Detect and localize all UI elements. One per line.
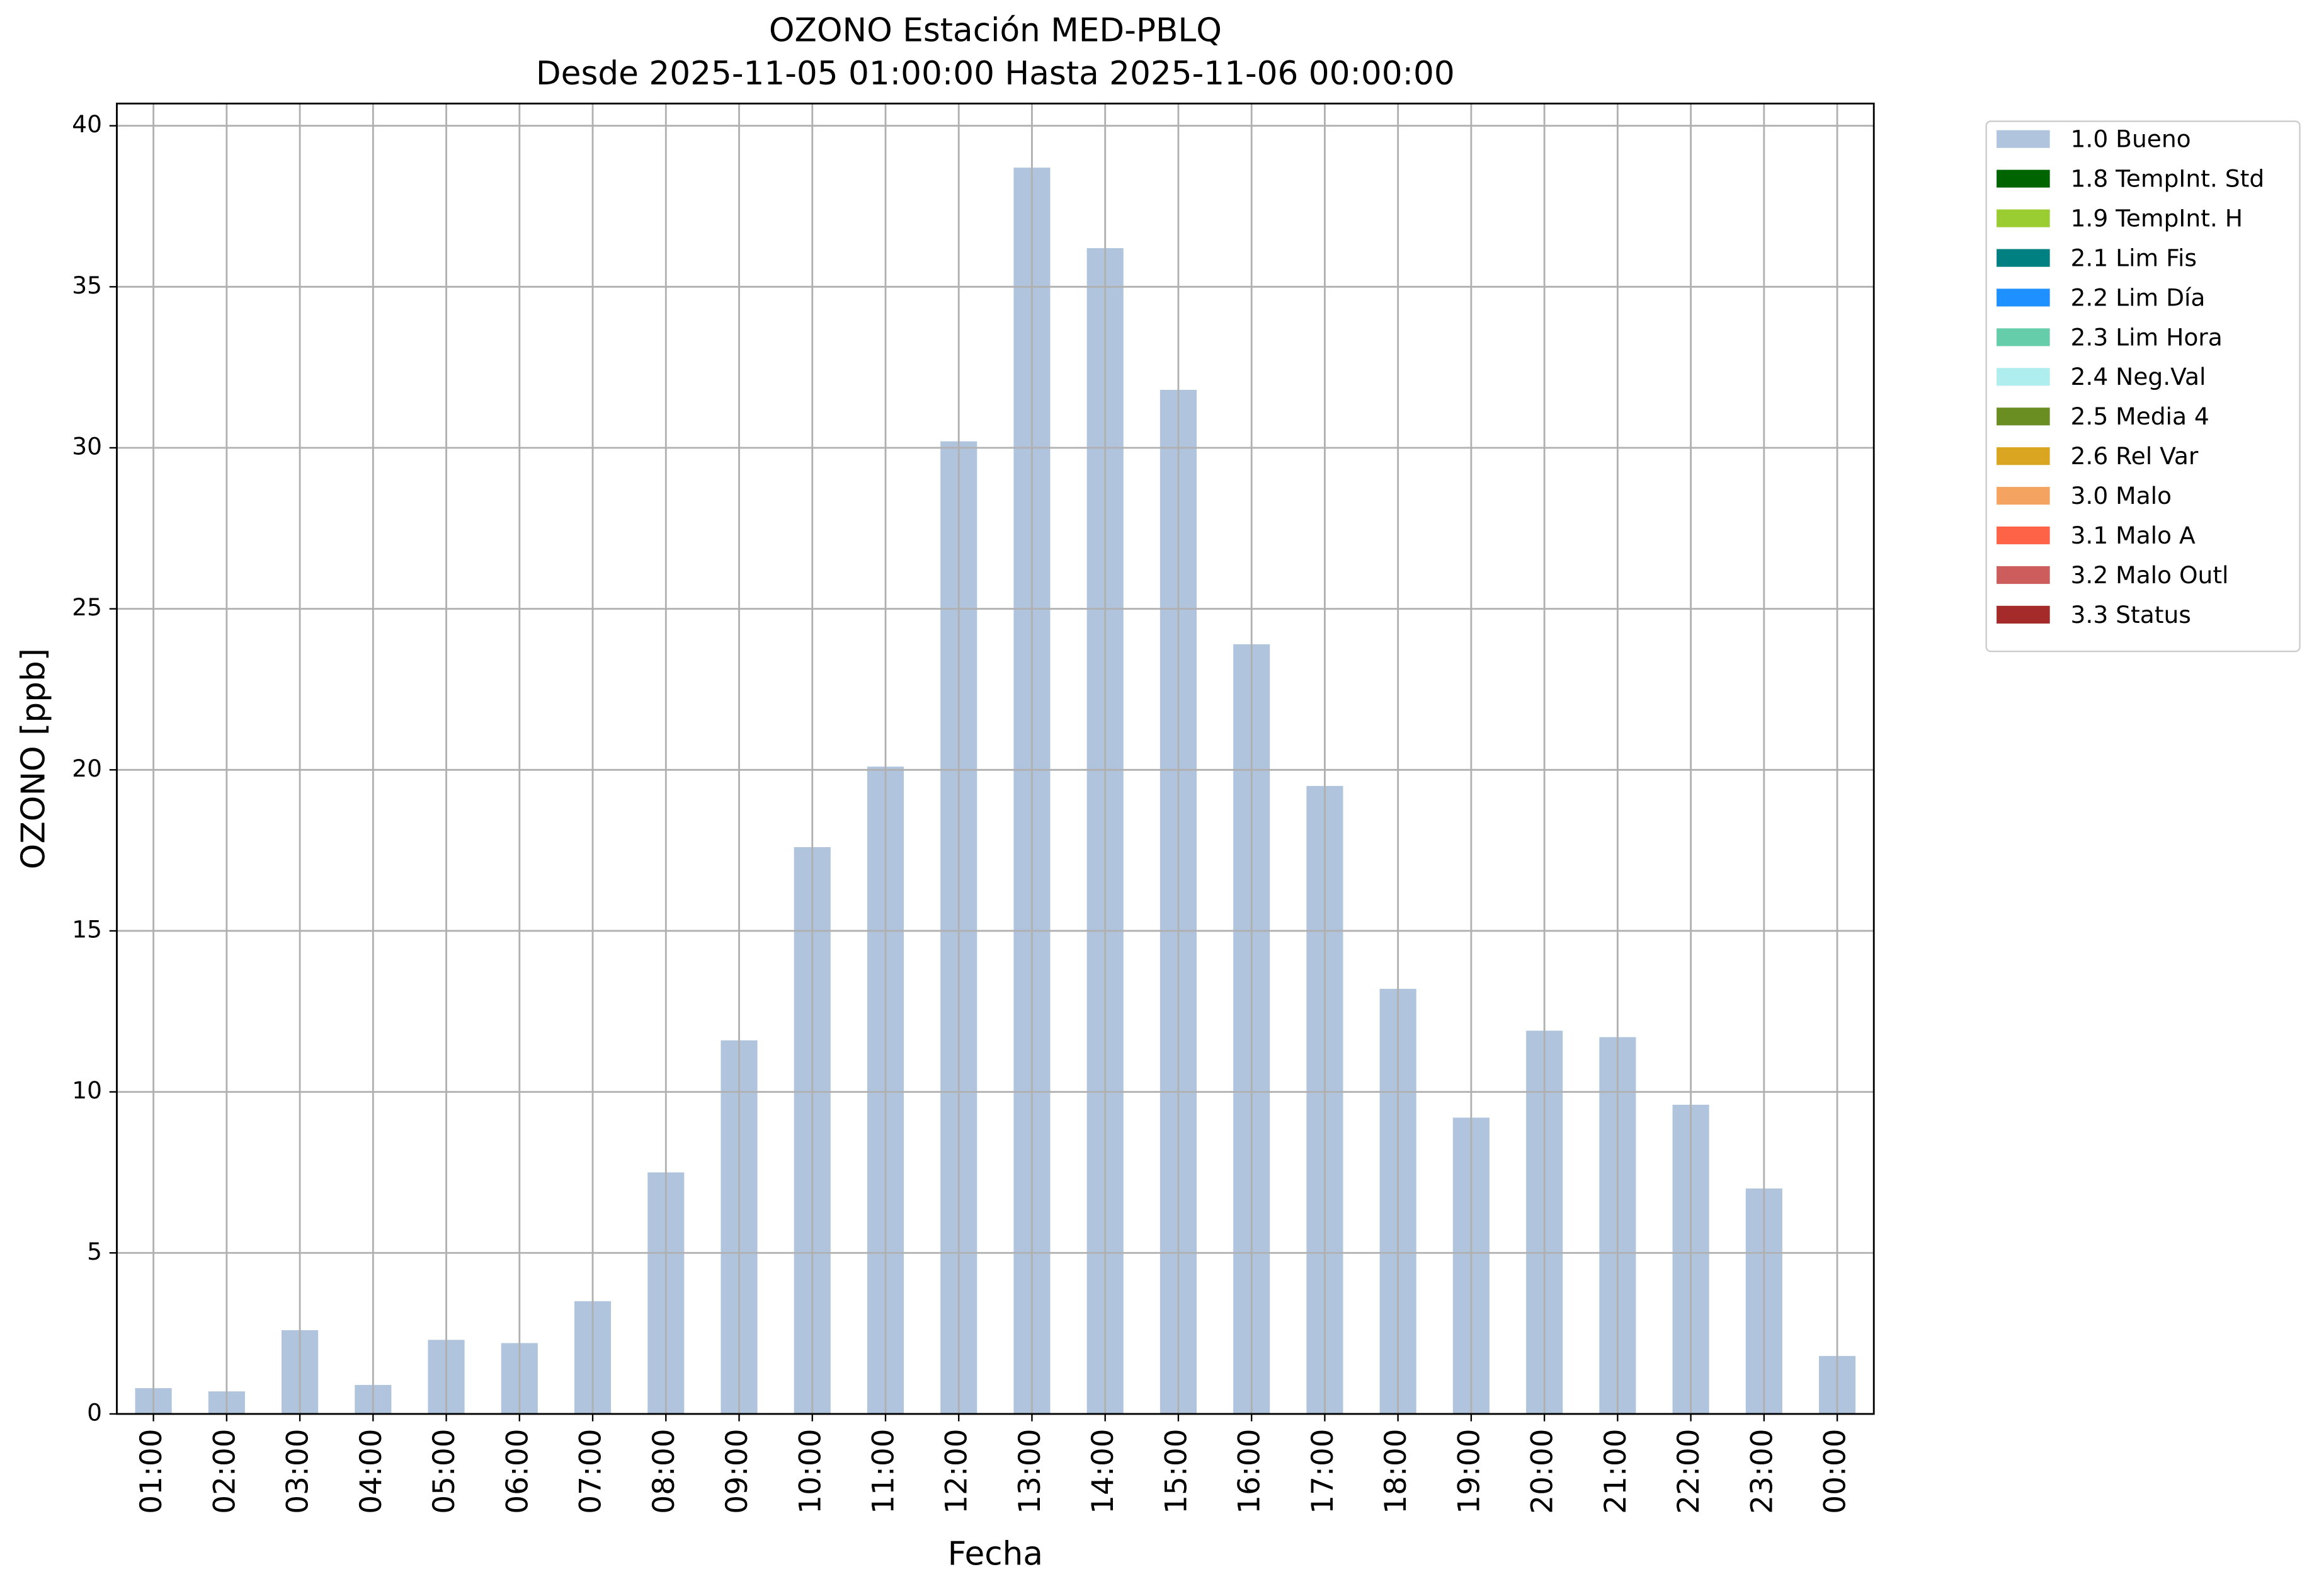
x-axis-label: Fecha <box>948 1535 1043 1573</box>
x-tick-label: 06:00 <box>500 1428 535 1513</box>
x-tick-label: 12:00 <box>940 1428 974 1513</box>
legend-swatch <box>1997 288 2050 307</box>
legend-swatch <box>1997 209 2050 227</box>
x-tick-label: 08:00 <box>647 1428 681 1513</box>
legend-swatch <box>1997 447 2050 465</box>
legend-swatch <box>1997 169 2050 188</box>
x-tick-label: 19:00 <box>1452 1428 1486 1513</box>
y-tick-label: 15 <box>72 915 102 943</box>
legend-label: 3.1 Malo A <box>2071 522 2196 549</box>
x-tick-label: 15:00 <box>1159 1428 1194 1513</box>
x-tick-label: 01:00 <box>134 1428 169 1513</box>
legend-box <box>1985 120 2301 653</box>
legend-label: 2.1 Lim Fis <box>2071 244 2197 271</box>
legend-swatch <box>1997 130 2050 148</box>
x-tick-label: 09:00 <box>720 1428 755 1513</box>
legend-swatch <box>1997 328 2050 346</box>
y-tick-label: 10 <box>72 1076 102 1104</box>
legend-label: 3.2 Malo Outl <box>2071 561 2229 589</box>
legend-label: 1.0 Bueno <box>2071 125 2191 153</box>
x-tick-label: 11:00 <box>866 1428 901 1513</box>
legend-swatch <box>1997 605 2050 624</box>
x-tick-label: 13:00 <box>1013 1428 1047 1513</box>
legend-label: 1.8 TempInt. Std <box>2071 165 2265 193</box>
x-tick-label: 00:00 <box>1818 1428 1853 1513</box>
x-tick-label: 18:00 <box>1379 1428 1413 1513</box>
x-tick-label: 03:00 <box>281 1428 316 1513</box>
legend-label: 3.3 Status <box>2071 601 2191 629</box>
x-tick-label: 05:00 <box>427 1428 462 1513</box>
chart-subtitle: Desde 2025-11-05 01:00:00 Hasta 2025-11-… <box>536 55 1455 93</box>
y-tick-label: 30 <box>72 432 102 460</box>
y-tick-label: 0 <box>87 1398 102 1426</box>
y-tick-label: 5 <box>87 1238 102 1265</box>
plot-frame <box>116 102 1875 1415</box>
y-tick-label: 40 <box>72 110 102 138</box>
legend-swatch <box>1997 566 2050 584</box>
legend-swatch <box>1997 408 2050 426</box>
legend-swatch <box>1997 487 2050 505</box>
legend-label: 2.6 Rel Var <box>2071 442 2199 470</box>
y-tick-label: 20 <box>72 755 102 782</box>
x-tick-label: 23:00 <box>1745 1428 1779 1513</box>
y-tick-label: 25 <box>72 593 102 621</box>
legend-label: 2.3 Lim Hora <box>2071 323 2223 351</box>
x-tick-label: 02:00 <box>207 1428 242 1513</box>
x-tick-label: 20:00 <box>1525 1428 1560 1513</box>
chart-title: OZONO Estación MED-PBLQ <box>769 12 1222 50</box>
y-axis-label: OZONO [ppb] <box>14 648 52 869</box>
x-tick-label: 04:00 <box>354 1428 389 1513</box>
y-tick-label: 35 <box>72 271 102 299</box>
legend-swatch <box>1997 526 2050 545</box>
legend-label: 2.4 Neg.Val <box>2071 363 2206 390</box>
legend-label: 2.5 Media 4 <box>2071 402 2209 430</box>
legend-swatch <box>1997 249 2050 267</box>
x-tick-label: 17:00 <box>1306 1428 1340 1513</box>
x-tick-label: 14:00 <box>1086 1428 1120 1513</box>
x-tick-label: 21:00 <box>1598 1428 1633 1513</box>
x-tick-label: 10:00 <box>793 1428 828 1513</box>
x-tick-label: 22:00 <box>1672 1428 1706 1513</box>
x-tick-label: 16:00 <box>1233 1428 1267 1513</box>
x-tick-label: 07:00 <box>574 1428 608 1513</box>
legend-label: 3.0 Malo <box>2071 482 2172 510</box>
legend-label: 2.2 Lim Día <box>2071 283 2206 311</box>
legend-label: 1.9 TempInt. H <box>2071 204 2243 232</box>
legend-swatch <box>1997 368 2050 386</box>
